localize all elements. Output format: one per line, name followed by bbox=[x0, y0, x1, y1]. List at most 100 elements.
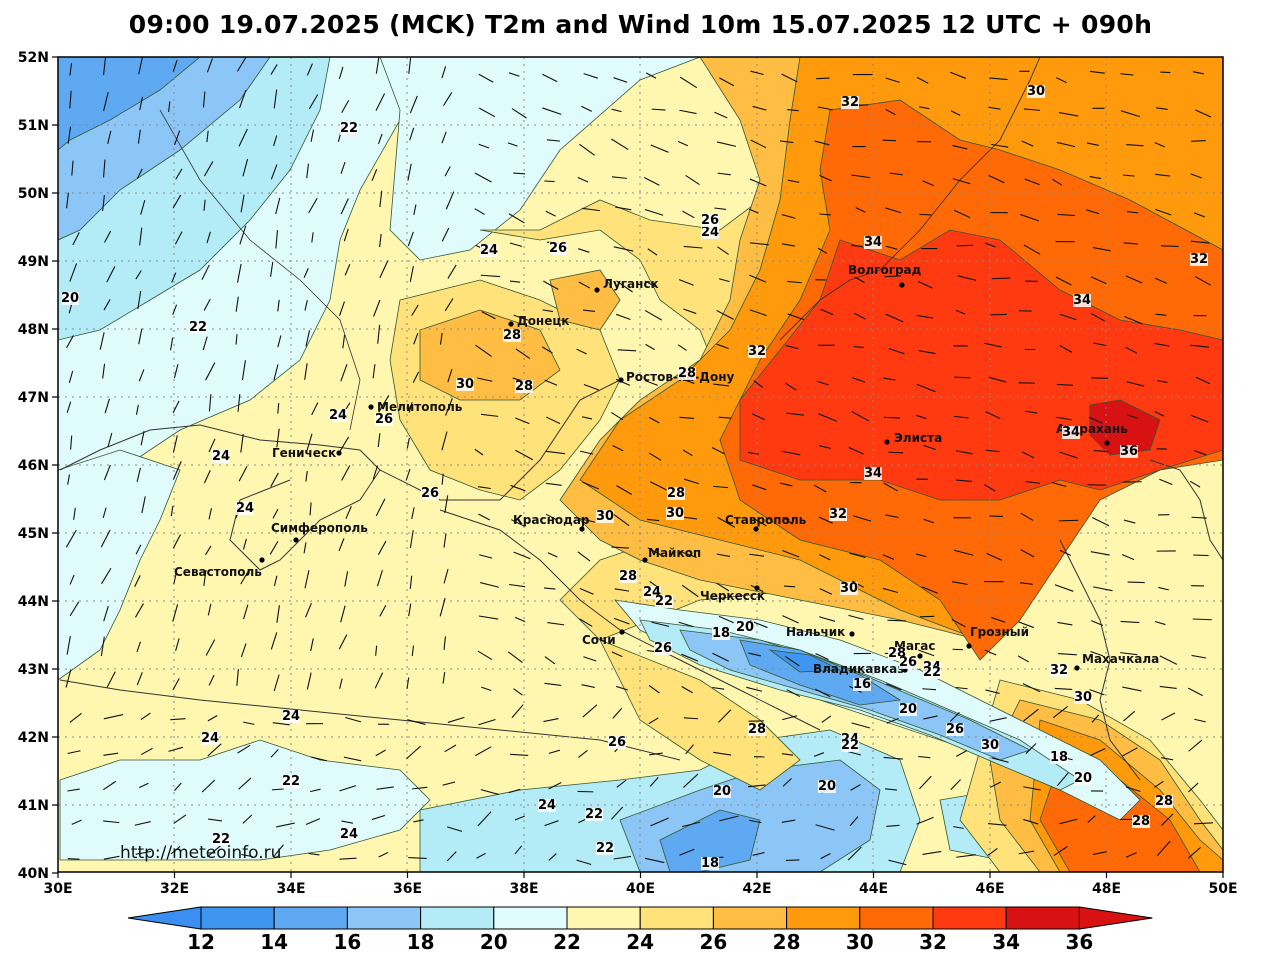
wind-arrow bbox=[819, 213, 831, 216]
isotherm-label: 28 bbox=[678, 366, 696, 381]
wind-arrow bbox=[752, 105, 767, 111]
wind-arrow bbox=[1121, 554, 1135, 561]
wind-arrow bbox=[578, 248, 590, 253]
wind-arrow bbox=[882, 139, 896, 142]
wind-arrow bbox=[785, 656, 800, 667]
wind-arrow bbox=[955, 479, 973, 482]
wind-arrow bbox=[679, 109, 697, 115]
wind-arrow bbox=[338, 301, 345, 317]
wind-arrow bbox=[409, 95, 418, 114]
wind-arrow bbox=[541, 346, 553, 354]
wind-arrow bbox=[439, 332, 443, 345]
wind-arrow bbox=[984, 242, 996, 248]
isotherm-label: 22 bbox=[655, 594, 673, 609]
wind-arrow bbox=[681, 821, 701, 828]
wind-arrow bbox=[886, 717, 899, 724]
city-markers: ЛуганскДонецкВолгоградРостов-на-ДонуМели… bbox=[174, 263, 1159, 676]
city-dot bbox=[259, 557, 265, 563]
wind-arrow bbox=[684, 516, 698, 520]
wind-arrow bbox=[66, 192, 69, 209]
temperature-field bbox=[58, 57, 1223, 872]
wind-arrow bbox=[746, 686, 763, 692]
wind-arrow bbox=[1092, 517, 1110, 527]
wind-arrow bbox=[206, 58, 214, 73]
wind-arrow bbox=[444, 166, 451, 177]
wind-arrow bbox=[1193, 554, 1209, 557]
wind-arrow bbox=[682, 210, 695, 219]
wind-arrow bbox=[1088, 416, 1103, 424]
wind-arrow bbox=[275, 197, 281, 215]
wind-arrow bbox=[816, 77, 830, 80]
wind-arrow bbox=[478, 513, 491, 521]
wind-arrow bbox=[787, 109, 799, 112]
wind-arrow bbox=[916, 76, 929, 84]
wind-arrow bbox=[582, 309, 596, 312]
wind-arrow bbox=[343, 228, 349, 242]
wind-arrow bbox=[882, 587, 898, 594]
wind-arrow bbox=[138, 782, 149, 789]
city-label: Владикавказ bbox=[813, 662, 904, 676]
wind-arrow bbox=[679, 848, 695, 856]
wind-arrow bbox=[712, 652, 729, 662]
wind-arrow bbox=[542, 309, 554, 313]
wind-arrow bbox=[66, 401, 72, 413]
isotherm-label: 30 bbox=[666, 506, 684, 521]
wind-arrow bbox=[135, 404, 139, 415]
isotherm-label-bg bbox=[864, 236, 882, 249]
wind-arrow bbox=[916, 414, 927, 420]
wind-arrow bbox=[648, 717, 659, 725]
lon-tick-label: 40E bbox=[626, 881, 655, 897]
wind-arrow bbox=[819, 174, 832, 182]
wind-arrow bbox=[954, 376, 971, 379]
wind-arrow bbox=[922, 850, 942, 855]
wind-arrow bbox=[1120, 110, 1140, 118]
wind-arrow bbox=[1156, 840, 1171, 856]
colorbar-swatch bbox=[493, 906, 568, 930]
isotherm-label: 22 bbox=[189, 320, 207, 335]
wind-arrow bbox=[413, 204, 417, 215]
wind-arrow bbox=[847, 846, 862, 861]
wind-arrow bbox=[718, 278, 730, 283]
isotherm-label: 20 bbox=[818, 779, 836, 794]
wind-arrow bbox=[988, 174, 1005, 184]
wind-arrow bbox=[379, 190, 383, 208]
wind-arrow bbox=[270, 261, 274, 277]
wind-arrow bbox=[377, 433, 381, 448]
wind-arrow bbox=[650, 144, 669, 153]
wind-arrow bbox=[988, 376, 1007, 383]
isotherm-label: 30 bbox=[596, 509, 614, 524]
wind-arrow bbox=[1191, 139, 1206, 142]
wind-arrow bbox=[1125, 786, 1141, 792]
city-dot bbox=[917, 653, 923, 659]
wind-arrow bbox=[749, 178, 767, 187]
wind-arrow bbox=[782, 516, 794, 525]
wind-arrow bbox=[782, 550, 800, 558]
isotherm-label-bg bbox=[899, 656, 917, 669]
wind-arrow bbox=[717, 516, 736, 528]
wind-arrow bbox=[1194, 718, 1206, 723]
wind-arrow bbox=[445, 191, 455, 210]
wind-arrow bbox=[408, 402, 413, 413]
wind-arrow bbox=[308, 197, 318, 214]
wind-arrow bbox=[985, 411, 1001, 420]
wind-arrow bbox=[242, 814, 253, 824]
wind-arrow bbox=[141, 747, 153, 756]
wind-arrow bbox=[987, 823, 1007, 826]
wind-arrow bbox=[916, 383, 936, 393]
wind-arrow bbox=[753, 380, 764, 388]
wind-arrow bbox=[135, 270, 142, 280]
isotherm-label-bg bbox=[189, 321, 207, 334]
isotherm-label-bg bbox=[596, 842, 614, 855]
wind-arrow bbox=[953, 826, 964, 829]
wind-arrow bbox=[69, 90, 72, 109]
wind-arrow bbox=[136, 467, 141, 482]
wind-arrow bbox=[341, 820, 354, 824]
wind-arrow bbox=[172, 678, 180, 691]
wind-arrow bbox=[885, 207, 902, 214]
wind-arrow bbox=[1154, 277, 1167, 284]
wind-arrow bbox=[1123, 710, 1136, 722]
wind-arrow bbox=[103, 780, 117, 791]
colorbar-low-arrow bbox=[127, 906, 202, 930]
wind-arrow bbox=[446, 851, 457, 862]
wind-arrow bbox=[239, 225, 247, 245]
